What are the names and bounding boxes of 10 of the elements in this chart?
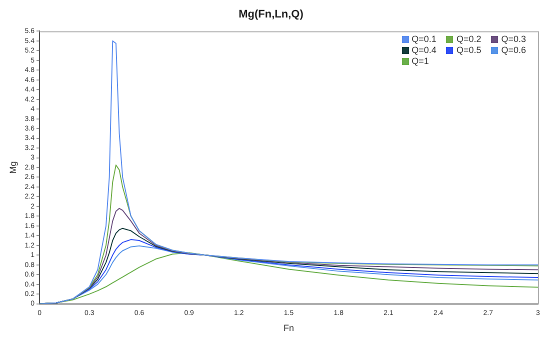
chart-title: Mg(Fn,Ln,Q) (238, 8, 304, 21)
legend-label: Q=0.1 (412, 34, 436, 44)
legend-label: Q=0.2 (456, 34, 482, 44)
x-axis-title: Fn (284, 323, 294, 334)
y-axis-title: Mg (8, 161, 18, 174)
legend-label: Q=0.3 (501, 34, 526, 44)
legend-label: Q=0.4 (412, 45, 436, 55)
legend-label: Q=1 (412, 56, 429, 66)
legend-label: Q=0.6 (501, 45, 526, 55)
legend-label: Q=0.5 (456, 45, 482, 55)
